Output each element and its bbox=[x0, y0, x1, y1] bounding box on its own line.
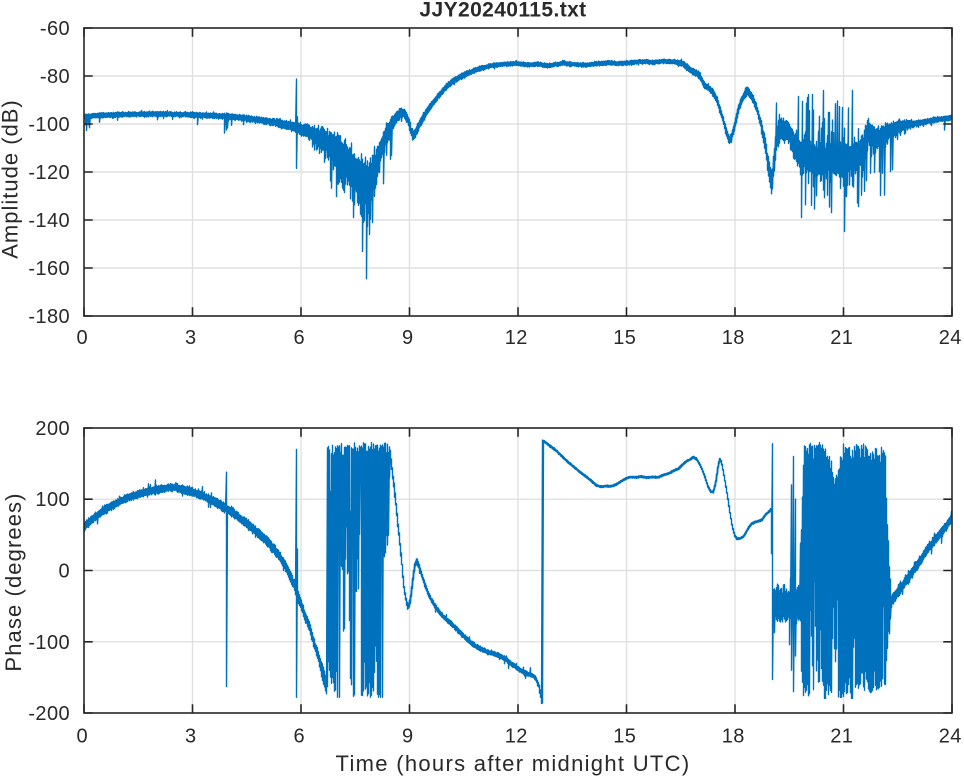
svg-text:200: 200 bbox=[35, 418, 70, 440]
svg-text:24: 24 bbox=[939, 726, 962, 748]
svg-text:12: 12 bbox=[505, 726, 528, 748]
svg-text:9: 9 bbox=[402, 327, 414, 349]
svg-text:-60: -60 bbox=[40, 18, 70, 40]
svg-text:-160: -160 bbox=[28, 258, 70, 280]
svg-text:0: 0 bbox=[58, 561, 70, 583]
svg-text:-140: -140 bbox=[28, 210, 70, 232]
svg-text:24: 24 bbox=[939, 327, 962, 349]
svg-text:JJY20240115.txt: JJY20240115.txt bbox=[419, 0, 586, 22]
svg-text:-80: -80 bbox=[40, 66, 70, 88]
svg-text:9: 9 bbox=[402, 726, 414, 748]
svg-text:-200: -200 bbox=[28, 703, 70, 725]
svg-text:-100: -100 bbox=[28, 114, 70, 136]
svg-text:Time (hours after midnight UTC: Time (hours after midnight UTC) bbox=[336, 751, 691, 776]
svg-text:-100: -100 bbox=[28, 632, 70, 654]
svg-text:Phase (degrees): Phase (degrees) bbox=[1, 492, 26, 671]
svg-text:0: 0 bbox=[77, 327, 89, 349]
svg-text:15: 15 bbox=[613, 327, 636, 349]
svg-text:12: 12 bbox=[505, 327, 528, 349]
svg-text:100: 100 bbox=[35, 489, 70, 511]
svg-text:18: 18 bbox=[722, 726, 745, 748]
svg-text:6: 6 bbox=[294, 327, 306, 349]
svg-text:0: 0 bbox=[77, 726, 89, 748]
svg-text:18: 18 bbox=[722, 327, 745, 349]
svg-text:15: 15 bbox=[613, 726, 636, 748]
svg-text:Amplitude (dB): Amplitude (dB) bbox=[0, 99, 23, 259]
svg-text:21: 21 bbox=[830, 327, 853, 349]
svg-text:6: 6 bbox=[294, 726, 306, 748]
svg-text:3: 3 bbox=[185, 327, 197, 349]
svg-text:-120: -120 bbox=[28, 162, 70, 184]
svg-text:3: 3 bbox=[185, 726, 197, 748]
svg-text:-180: -180 bbox=[28, 306, 70, 328]
svg-text:21: 21 bbox=[830, 726, 853, 748]
